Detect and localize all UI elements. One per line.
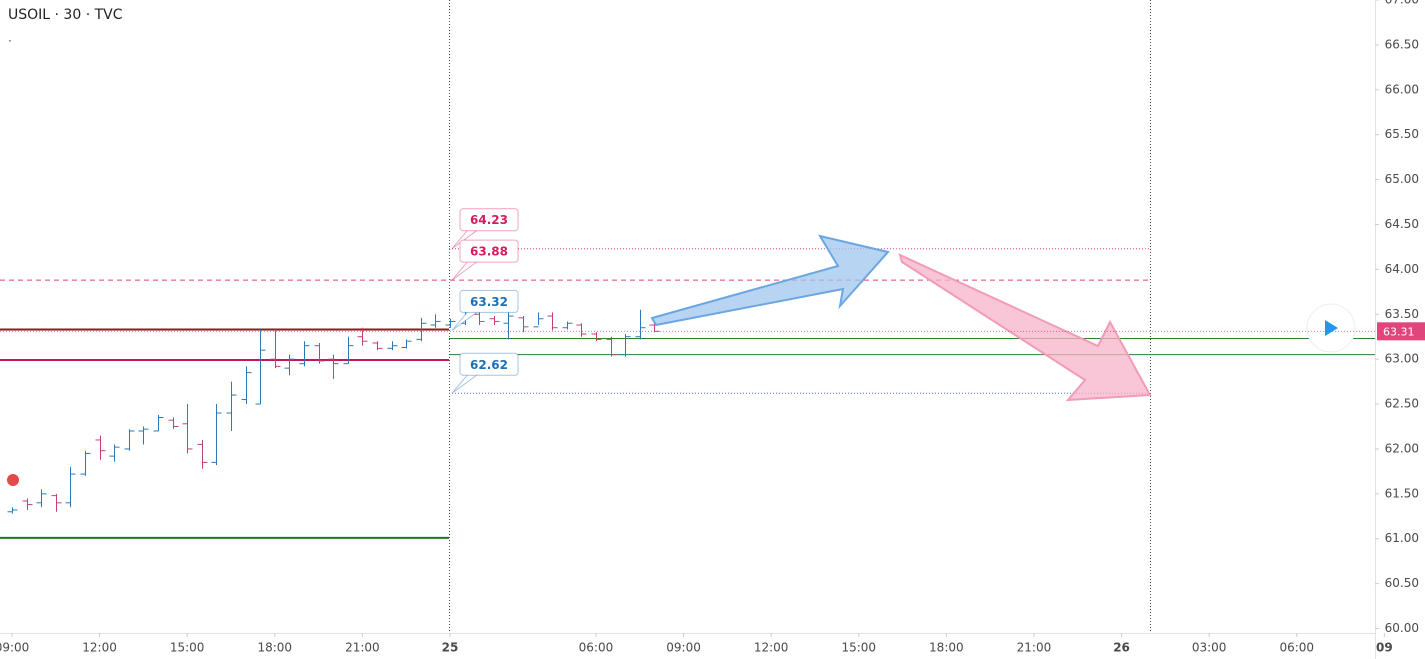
x-tick-label: 06:00 [1279,641,1314,655]
x-tick-label: 09:00 [0,641,29,655]
levels [0,248,1375,539]
y-tick-label: 61.50 [1385,486,1419,500]
callout-tail [451,311,479,331]
callout-box [459,208,519,232]
x-tick-label: 09:00 [666,641,701,655]
play-icon [1325,320,1338,336]
callout-label: 63.32 [470,295,508,309]
callout-box [459,352,519,376]
x-tick-label: 21:00 [1017,641,1052,655]
event-marker[interactable] [7,474,19,486]
y-tick-label: 65.50 [1385,127,1419,141]
x-tick-label: 15:00 [841,641,876,655]
y-tick-label: 63.50 [1385,307,1419,321]
x-tick-label: 12:00 [754,641,789,655]
x-tick-label: 15:00 [170,641,205,655]
x-tick-label: 09 [1376,641,1393,655]
chart-subtitle: . [8,31,12,45]
bars [7,309,660,514]
callout-box [459,239,519,263]
callout-box [459,289,519,313]
last-price-label: 63.31 [1383,325,1415,338]
x-tick-label: 12:00 [82,641,117,655]
y-tick-label: 63.00 [1385,352,1419,366]
y-tick-label: 66.50 [1385,37,1419,51]
callout-label: 63.88 [470,245,508,259]
down-arrow [898,253,1152,402]
callout-label: 64.23 [470,213,508,227]
x-tick-label: 03:00 [1192,641,1227,655]
last-price-box [1377,322,1425,341]
up-arrow [650,234,890,327]
y-tick-label: 62.00 [1385,441,1419,455]
x-tick-label: 18:00 [929,641,964,655]
x-tick-label: 21:00 [345,641,380,655]
y-tick-label: 65.00 [1385,172,1419,186]
y-tick-label: 62.50 [1385,397,1419,411]
callout-tail [451,260,479,281]
y-tick-label: 60.50 [1385,576,1419,590]
callout-tail [451,229,479,250]
y-tick-label: 64.50 [1385,217,1419,231]
x-tick-label: 18:00 [257,641,292,655]
callout-tail [451,373,479,394]
y-tick-label: 64.00 [1385,262,1419,276]
y-tick-label: 66.00 [1385,82,1419,96]
callout-label: 62.62 [470,358,508,372]
x-tick-label: 06:00 [579,641,614,655]
y-tick-label: 61.00 [1385,531,1419,545]
x-tick-label: 25 [442,641,459,655]
y-tick-label: 67.00 [1385,0,1419,7]
y-tick-label: 60.00 [1385,621,1419,635]
x-tick-label: 26 [1113,641,1130,655]
chart-title: USOIL · 30 · TVC [8,7,123,23]
